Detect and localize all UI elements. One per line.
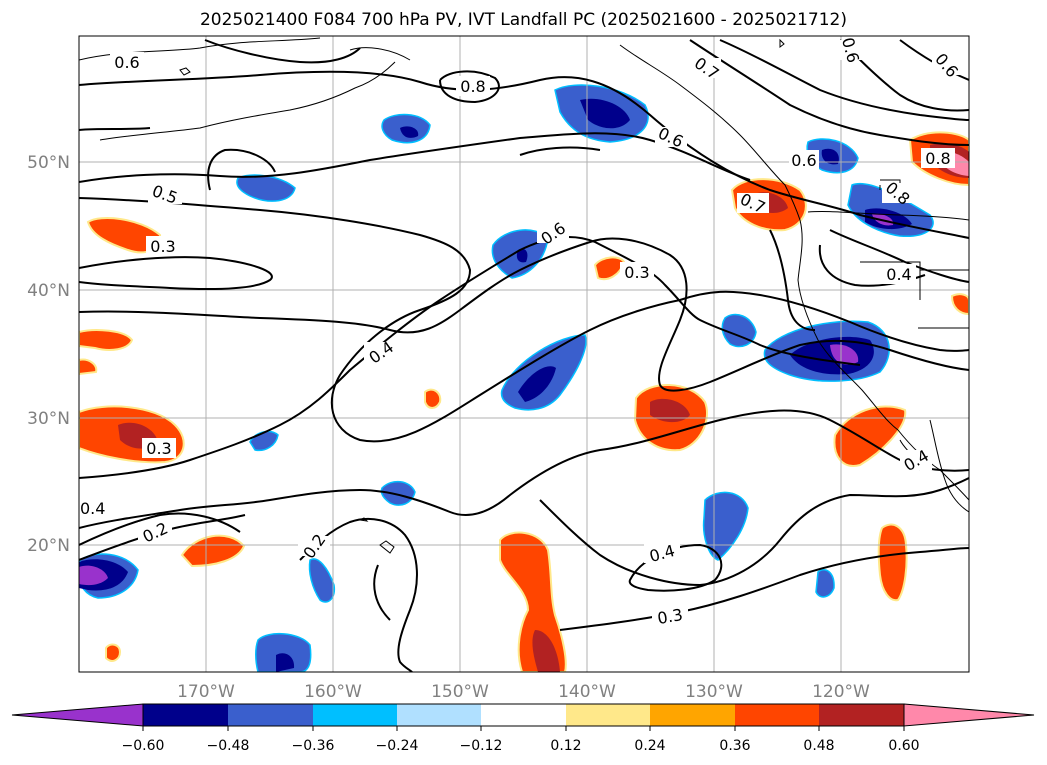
lon-tick-label: 170°W <box>177 682 235 702</box>
colorbar-extend-min <box>11 703 144 727</box>
map-area: 0.6 0.8 0.7 0.6 0.6 0.6 0.6 0.8 0.5 0.7 … <box>79 36 969 672</box>
negative-anomaly <box>702 491 749 561</box>
contour-label: 0.8 <box>925 149 950 168</box>
colorbar-segment <box>313 704 397 726</box>
colorbar-segment <box>481 704 566 726</box>
colorbar-tick-label: 0.12 <box>550 738 581 754</box>
lon-tick-label: 150°W <box>431 682 489 702</box>
contour-label: 0.4 <box>80 499 105 518</box>
negative-anomaly <box>308 558 336 603</box>
contour-label: 0.3 <box>624 263 649 282</box>
pv-contours <box>79 39 969 672</box>
positive-anomaly <box>79 329 134 351</box>
negative-anomaly <box>554 84 649 143</box>
colorbar-segment <box>566 704 650 726</box>
negative-anomaly <box>79 553 139 599</box>
lon-tick-label: 130°W <box>685 682 743 702</box>
positive-anomaly <box>79 358 98 376</box>
colorbar-segment <box>397 704 481 726</box>
negative-anomaly <box>255 633 312 672</box>
map-frame <box>78 35 970 673</box>
colorbar-tick-label: 0.36 <box>719 738 750 754</box>
lat-tick-label: 20°N <box>27 536 70 556</box>
colorbar: −0.60 −0.48 −0.36 −0.24 −0.12 0.12 0.24 … <box>11 703 1035 754</box>
colorbar-tick-label: 0.48 <box>803 738 834 754</box>
colorbar-segment <box>735 704 819 726</box>
colorbar-tick-label: −0.24 <box>376 738 419 754</box>
contour-label: 0.6 <box>114 53 139 72</box>
colorbar-extend-max <box>903 703 1035 727</box>
map-title: 2025021400 F084 700 hPa PV, IVT Landfall… <box>199 10 847 30</box>
gridlines <box>79 36 969 672</box>
positive-anomaly <box>877 523 908 602</box>
lat-tick-label: 50°N <box>27 153 70 173</box>
colorbar-tick-label: −0.12 <box>460 738 503 754</box>
colorbar-segment <box>650 704 735 726</box>
contour-label: 0.4 <box>886 265 911 284</box>
negative-anomaly <box>500 334 587 411</box>
positive-anomaly <box>105 643 122 662</box>
positive-anomaly <box>950 293 969 316</box>
colorbar-tick-label: −0.36 <box>292 738 335 754</box>
positive-anomaly <box>424 388 442 409</box>
colorbar-tick-label: 0.60 <box>888 738 919 754</box>
negative-anomaly <box>380 480 416 506</box>
lon-tick-label: 160°W <box>304 682 362 702</box>
colorbar-tick-label: −0.48 <box>207 738 250 754</box>
contour-label: 0.8 <box>460 77 485 96</box>
contour-label: 0.3 <box>656 605 684 628</box>
colorbar-tick-label: −0.60 <box>122 738 165 754</box>
lon-tick-label: 140°W <box>558 682 616 702</box>
positive-anomaly <box>833 405 907 467</box>
contour-label: 0.3 <box>146 439 171 458</box>
contour-label: 0.6 <box>791 151 816 170</box>
contour-labels: 0.6 0.8 0.7 0.6 0.6 0.6 0.6 0.8 0.5 0.7 … <box>79 36 962 628</box>
positive-anomaly <box>180 534 246 568</box>
colorbar-tick-label: 0.24 <box>634 738 665 754</box>
lat-tick-label: 40°N <box>27 281 70 301</box>
longitude-labels: 170°W 160°W 150°W 140°W 130°W 120°W <box>177 682 870 702</box>
negative-anomaly <box>381 113 431 144</box>
negative-anomaly <box>815 568 835 598</box>
colorbar-segment <box>819 704 904 726</box>
lat-tick-label: 30°N <box>27 409 70 429</box>
contour-label: 0.3 <box>150 237 175 256</box>
latitude-labels: 50°N 40°N 30°N 20°N <box>27 153 70 556</box>
lon-tick-label: 120°W <box>812 682 870 702</box>
colorbar-segment <box>228 704 313 726</box>
colorbar-segment <box>143 704 228 726</box>
